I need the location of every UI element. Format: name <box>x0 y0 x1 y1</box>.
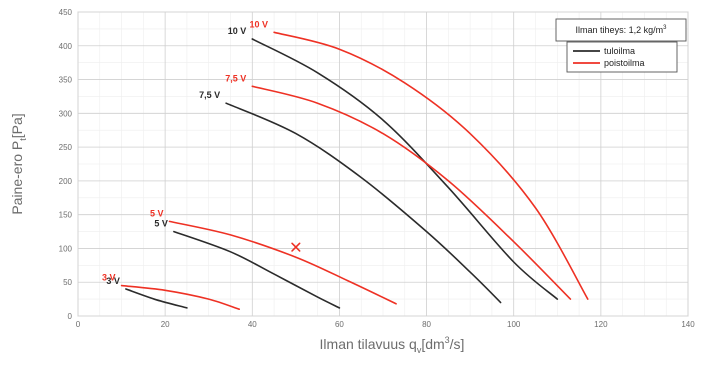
y-tick-label: 100 <box>59 244 73 253</box>
x-tick-label: 140 <box>681 320 695 329</box>
curve-poistoilma <box>273 31 589 300</box>
curve-label: 5 V <box>154 219 168 229</box>
y-tick-label: 200 <box>59 177 73 186</box>
x-axis-title-tail: /s] <box>450 336 465 352</box>
legend-label: tuloilma <box>604 46 635 56</box>
y-axis-title-main: Paine-ero P <box>9 141 25 215</box>
x-tick-label: 20 <box>161 320 170 329</box>
y-axis-title: Paine-ero Pt[Pa] <box>9 113 28 214</box>
curve-tuloilma <box>225 102 502 304</box>
curve-label: 7,5 V <box>225 73 246 83</box>
x-axis-title-sup: 3 <box>445 335 450 345</box>
major-grid <box>77 11 689 317</box>
curve-tuloilma <box>251 38 559 300</box>
curve-poistoilma <box>168 220 397 305</box>
y-tick-label: 450 <box>59 8 73 17</box>
x-tick-label: 100 <box>507 320 521 329</box>
x-axis-title-bracket: [dm <box>421 336 444 352</box>
x-axis-title-sub: v <box>417 345 422 355</box>
y-tick-label: 400 <box>59 42 73 51</box>
y-tick-label: 350 <box>59 76 73 85</box>
y-tick-label: 50 <box>63 278 72 287</box>
y-axis-title-tail: [Pa] <box>9 113 25 138</box>
x-tick-label: 80 <box>422 320 431 329</box>
curve-poistoilma <box>120 284 240 310</box>
y-tick-label: 300 <box>59 109 73 118</box>
x-marker <box>291 242 301 252</box>
x-tick-label: 0 <box>76 320 81 329</box>
curve-poistoilma <box>251 85 572 300</box>
curve-label: 10 V <box>250 19 269 29</box>
legend-label: poistoilma <box>604 58 645 68</box>
y-tick-label: 0 <box>68 312 73 321</box>
density-note-box <box>555 18 687 42</box>
y-tick-label: 150 <box>59 211 73 220</box>
curve-tuloilma <box>125 288 188 309</box>
curve-label: 3 V <box>102 273 116 283</box>
x-tick-label: 60 <box>335 320 344 329</box>
x-tick-label: 120 <box>594 320 608 329</box>
legend-box <box>566 41 678 73</box>
x-axis-title-main: Ilman tilavuus q <box>320 336 417 352</box>
curve-label: 10 V <box>228 26 247 36</box>
curve-tuloilma <box>173 230 341 309</box>
y-axis-title-sub: t <box>18 138 28 141</box>
x-tick-label: 40 <box>248 320 257 329</box>
density-note-main: Ilman tiheys: 1,2 kg/m <box>576 25 664 35</box>
curve-label: 7,5 V <box>199 90 220 100</box>
y-tick-label: 250 <box>59 143 73 152</box>
curve-label: 5 V <box>150 208 164 218</box>
x-axis-title: Ilman tilavuus qv[dm3/s] <box>320 335 465 355</box>
curve-label: 3 V <box>106 276 120 286</box>
density-note-text: Ilman tiheys: 1,2 kg/m3 <box>576 25 668 35</box>
x-marker-stroke <box>291 242 301 252</box>
density-note-sup: 3 <box>663 25 667 31</box>
